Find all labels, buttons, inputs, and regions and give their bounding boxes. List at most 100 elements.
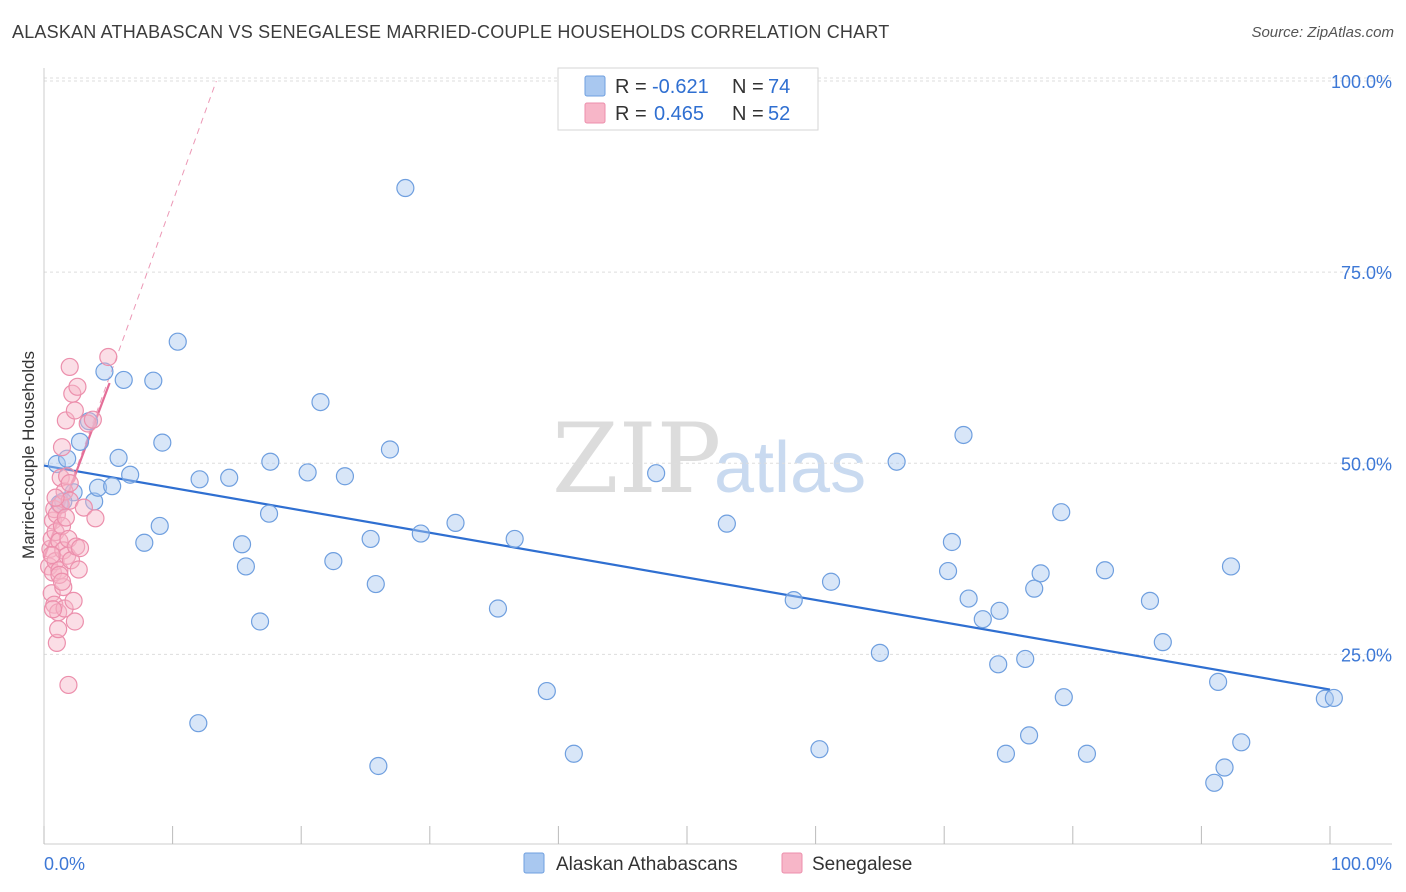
- legend-r-label-1: R =: [615, 76, 647, 98]
- athabascan-point-45: [821, 572, 841, 591]
- athabascan-point-23: [250, 612, 270, 631]
- athabascan-point-47: [887, 452, 906, 471]
- athabascan-point-70: [1232, 733, 1251, 752]
- athabascan-point-38: [505, 529, 524, 549]
- athabascan-point-43: [784, 590, 803, 610]
- athabascan-point-4: [70, 432, 90, 451]
- legend-n-value-2: 52: [768, 103, 790, 125]
- senegalese-point-30: [60, 357, 79, 377]
- athabascan-point-26: [298, 463, 317, 482]
- athabascan-point-34: [396, 178, 415, 198]
- athabascan-point-72: [1324, 688, 1343, 708]
- athabascan-point-36: [446, 513, 465, 532]
- athabascan-point-65: [1153, 633, 1172, 652]
- athabascan-point-37: [488, 599, 508, 618]
- athabascan-point-35: [411, 524, 430, 543]
- athabascan-point-16: [153, 433, 172, 452]
- athabascan-point-18: [189, 714, 208, 733]
- senegalese-point-28: [59, 675, 78, 695]
- athabascan-point-39: [537, 681, 556, 701]
- legend-r-label-2: R =: [615, 103, 647, 125]
- senegalese-point-44: [86, 509, 105, 528]
- athabascan-point-8: [95, 362, 114, 381]
- legend-r-value-2: 0.465: [654, 103, 704, 125]
- y-tick-label-50: 50.0%: [1341, 454, 1392, 474]
- athabascan-point-46: [870, 643, 890, 662]
- athabascan-point-48: [938, 561, 958, 581]
- senegalese-point-24: [56, 411, 75, 430]
- athabascan-point-63: [1095, 561, 1115, 580]
- athabascan-point-64: [1140, 591, 1160, 610]
- senegalese-point-49: [52, 572, 72, 591]
- source-label: Source: ZipAtlas.com: [1251, 24, 1394, 41]
- senegalese-point-12: [49, 620, 68, 639]
- senegalese-point-45: [99, 347, 118, 367]
- athabascan-point-9: [103, 477, 122, 496]
- athabascan-point-52: [973, 610, 992, 629]
- athabascan-point-56: [1016, 649, 1035, 669]
- senegalese-point-16: [51, 468, 70, 487]
- legend-swatch-athabascan: [584, 75, 606, 97]
- senegalese-point-39: [69, 560, 88, 579]
- legend-r-value-1: -0.621: [652, 76, 709, 98]
- y-tick-label-100: 100.0%: [1331, 72, 1392, 92]
- athabascan-point-69: [1221, 557, 1241, 576]
- athabascan-point-10: [109, 448, 128, 467]
- athabascan-point-29: [335, 467, 355, 486]
- athabascan-point-13: [135, 533, 154, 552]
- trend-lines: [42, 80, 1331, 691]
- athabascan-point-67: [1215, 758, 1234, 777]
- legend-swatch-senegalese: [584, 102, 606, 124]
- series-swatch-senegalese: [781, 852, 803, 874]
- athabascan-point-14: [144, 371, 163, 390]
- athabascan-point-28: [324, 552, 343, 571]
- senegalese-point-15: [50, 561, 69, 580]
- senegalese-point-35: [65, 612, 84, 631]
- legend-n-label-1: N =: [732, 76, 764, 98]
- athabascan-point-55: [996, 744, 1016, 763]
- athabascan-point-50: [954, 425, 973, 445]
- athabascan-point-60: [1052, 503, 1071, 522]
- athabascan-point-30: [361, 529, 380, 549]
- athabascan-point-40: [564, 744, 583, 763]
- athabascan-point-12: [121, 465, 140, 484]
- athabascan-point-68: [1209, 672, 1228, 691]
- x-tick-label-max: 100.0%: [1331, 854, 1392, 874]
- athabascan-point-27: [311, 392, 330, 412]
- senegalese-point-34: [64, 591, 83, 610]
- watermark-atlas: atlas: [714, 428, 866, 508]
- senegalese-point-38: [68, 377, 87, 396]
- athabascan-point-49: [942, 532, 962, 552]
- athabascan-point-7: [88, 478, 108, 497]
- senegalese-point-50: [60, 474, 79, 493]
- athabascan-point-22: [236, 557, 256, 576]
- series-label-senegalese: Senegalese: [812, 854, 912, 875]
- athabascan-trend-line: [43, 464, 1331, 691]
- senegalese-point-41: [74, 498, 93, 517]
- senegalese-point-43: [83, 410, 102, 429]
- athabascan-point-62: [1077, 744, 1097, 763]
- senegalese-trend-extension: [43, 80, 217, 559]
- athabascan-point-25: [261, 452, 280, 471]
- athabascan-point-41: [647, 464, 666, 483]
- tick-labels: 25.0% 50.0% 75.0% 100.0% 0.0% 100.0%: [44, 72, 1392, 874]
- series-swatch-athabascan: [523, 852, 545, 874]
- legend-n-value-1: 74: [768, 76, 790, 98]
- axes: [43, 68, 1392, 845]
- data-points: [40, 178, 1343, 792]
- athabascan-point-58: [1025, 579, 1044, 598]
- athabascan-point-15: [150, 516, 169, 536]
- athabascan-point-19: [190, 470, 209, 489]
- athabascan-point-11: [114, 370, 133, 390]
- athabascan-point-54: [990, 601, 1009, 620]
- athabascan-point-33: [380, 440, 400, 459]
- series-legend: Alaskan Athabascans Senegalese: [523, 852, 912, 875]
- athabascan-point-53: [989, 655, 1008, 674]
- athabascan-point-20: [220, 468, 239, 487]
- athabascan-point-32: [369, 756, 388, 776]
- correlation-legend: R = -0.621 N = 74 R = 0.465 N = 52: [557, 67, 819, 131]
- athabascan-point-57: [1019, 726, 1039, 745]
- watermark-zip: ZIP: [552, 403, 721, 515]
- series-label-athabascan: Alaskan Athabascans: [556, 854, 738, 875]
